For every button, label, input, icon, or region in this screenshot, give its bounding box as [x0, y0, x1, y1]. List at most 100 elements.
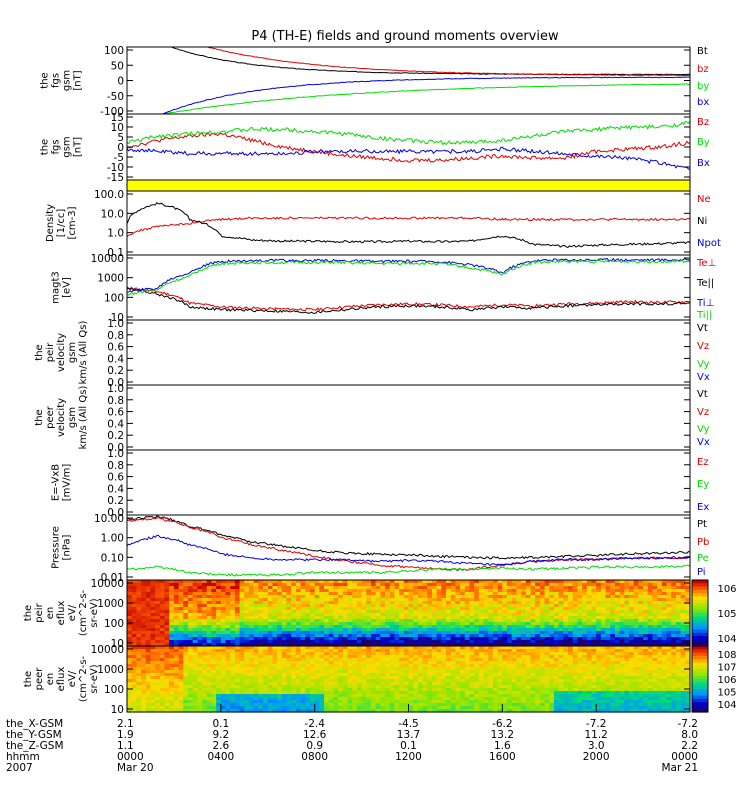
heatmap-cell [263, 694, 269, 698]
heatmap-cell [441, 661, 447, 665]
heatmap-cell [507, 637, 513, 641]
heatmap-cell [464, 649, 471, 653]
heatmap-cell [535, 586, 541, 590]
heatmap-cell [319, 661, 325, 665]
heatmap-cell [492, 691, 499, 695]
heatmap-cell [333, 625, 339, 629]
legend-label-by: by [697, 81, 709, 92]
heatmap-cell [417, 661, 424, 665]
heatmap-cell [230, 640, 236, 644]
heatmap-cell [553, 583, 560, 587]
heatmap-cell [483, 667, 489, 671]
heatmap-cell [422, 652, 428, 656]
heatmap-cell [183, 625, 189, 629]
heatmap-cell [277, 682, 283, 686]
heatmap-cell [539, 709, 546, 713]
heatmap-cell [173, 673, 180, 677]
heatmap-cell [539, 697, 546, 701]
heatmap-cell [155, 592, 161, 596]
heatmap-cell [431, 625, 438, 629]
heatmap-cell [272, 655, 278, 659]
heatmap-cell [685, 610, 691, 614]
heatmap-cell [338, 676, 344, 680]
heatmap-cell [127, 694, 133, 698]
heatmap-cell [258, 625, 264, 629]
heatmap-cell [661, 634, 668, 638]
heatmap-cell [380, 679, 386, 683]
heatmap-cell [286, 601, 292, 605]
heatmap-cell [352, 631, 358, 635]
heatmap-cell [544, 709, 550, 713]
heatmap-cell [483, 688, 489, 692]
heatmap-cell [197, 580, 203, 584]
heatmap-cell [347, 625, 353, 629]
heatmap-cell [539, 607, 546, 611]
heatmap-cell [596, 643, 602, 647]
heatmap-cell [385, 655, 391, 659]
heatmap-cell [558, 616, 564, 620]
heatmap-cell [572, 613, 578, 617]
heatmap-cell [380, 700, 386, 704]
heatmap-cell [281, 586, 288, 590]
heatmap-cell [469, 604, 475, 608]
heatmap-cell [150, 628, 156, 632]
heatmap-cell [159, 691, 166, 695]
heatmap-cell [568, 643, 574, 647]
heatmap-cell [671, 589, 677, 593]
heatmap-cell [178, 673, 184, 677]
heatmap-cell [469, 679, 475, 683]
heatmap-cell [164, 604, 170, 608]
heatmap-cell [661, 604, 668, 608]
y-tick-label: 0.8 [107, 330, 124, 342]
heatmap-cell [455, 706, 461, 710]
heatmap-cell [413, 649, 419, 653]
heatmap-cell [333, 658, 339, 662]
heatmap-cell [671, 592, 677, 596]
heatmap-cell [309, 706, 316, 710]
colorbar-cell [692, 586, 708, 591]
heatmap-cell [492, 592, 499, 596]
heatmap-cell [591, 622, 597, 626]
heatmap-cell [389, 649, 396, 653]
heatmap-cell [263, 697, 269, 701]
heatmap-cell [502, 649, 508, 653]
heatmap-cell [267, 706, 274, 710]
heatmap-cell [187, 709, 194, 713]
heatmap-cell [553, 634, 560, 638]
heatmap-cell [680, 625, 686, 629]
heatmap-cell [178, 664, 184, 668]
heatmap-cell [394, 589, 400, 593]
heatmap-cell [460, 604, 466, 608]
heatmap-cell [127, 679, 133, 683]
heatmap-cell [375, 676, 381, 680]
heatmap-cell [216, 637, 222, 641]
heatmap-cell [586, 634, 593, 638]
heatmap-cell [347, 685, 353, 689]
heatmap-cell [164, 583, 170, 587]
heatmap-cell [169, 667, 175, 671]
heatmap-cell [455, 703, 461, 707]
heatmap-cell [291, 700, 297, 704]
heatmap-cell [497, 583, 503, 587]
heatmap-cell [558, 592, 564, 596]
heatmap-cell [394, 661, 400, 665]
heatmap-cell [239, 661, 245, 665]
heatmap-cell [535, 682, 541, 686]
heatmap-cell [586, 619, 593, 623]
heatmap-cell [591, 607, 597, 611]
heatmap-cell [549, 664, 555, 668]
heatmap-cell [145, 691, 152, 695]
y-tick-label: 0.8 [107, 460, 124, 472]
heatmap-cell [225, 610, 231, 614]
heatmap-cell [380, 643, 386, 647]
heatmap-cell [455, 673, 461, 677]
heatmap-cell [150, 607, 156, 611]
heatmap-cell [211, 607, 217, 611]
heatmap-cell [525, 697, 532, 701]
heatmap-cell [614, 580, 621, 584]
heatmap-cell [596, 628, 602, 632]
heatmap-cell [216, 616, 222, 620]
heatmap-cell [502, 661, 508, 665]
heatmap-cell [342, 607, 349, 611]
